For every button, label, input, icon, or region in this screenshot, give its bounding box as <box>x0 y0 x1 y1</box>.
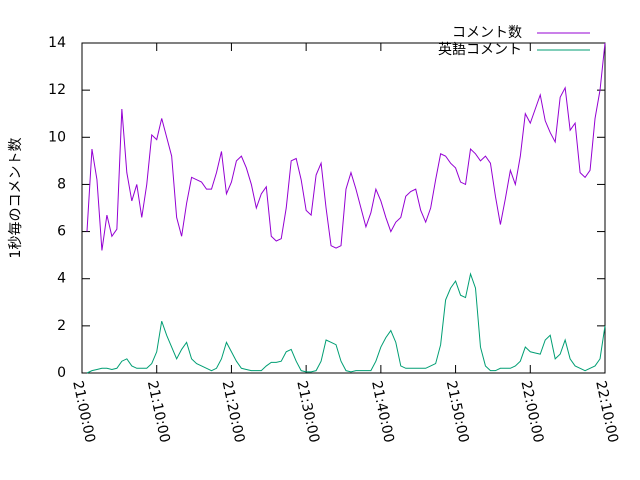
plot-border <box>81 42 606 374</box>
series-line <box>86 272 606 374</box>
y-tick-label: 4 <box>57 271 66 287</box>
series-line <box>86 42 606 251</box>
y-tick-label: 10 <box>48 129 66 145</box>
y-tick-label: 12 <box>48 82 66 98</box>
legend-label: 英語コメント <box>438 41 522 58</box>
y-tick-label: 6 <box>57 224 66 240</box>
y-tick-label: 14 <box>48 35 66 51</box>
y-tick-label: 8 <box>57 176 66 192</box>
y-tick-label: 2 <box>57 318 66 334</box>
y-axis-label: 1秒毎のコメント数 <box>8 138 24 259</box>
legend-label: コメント数 <box>452 25 522 41</box>
y-tick-label: 0 <box>57 365 66 381</box>
